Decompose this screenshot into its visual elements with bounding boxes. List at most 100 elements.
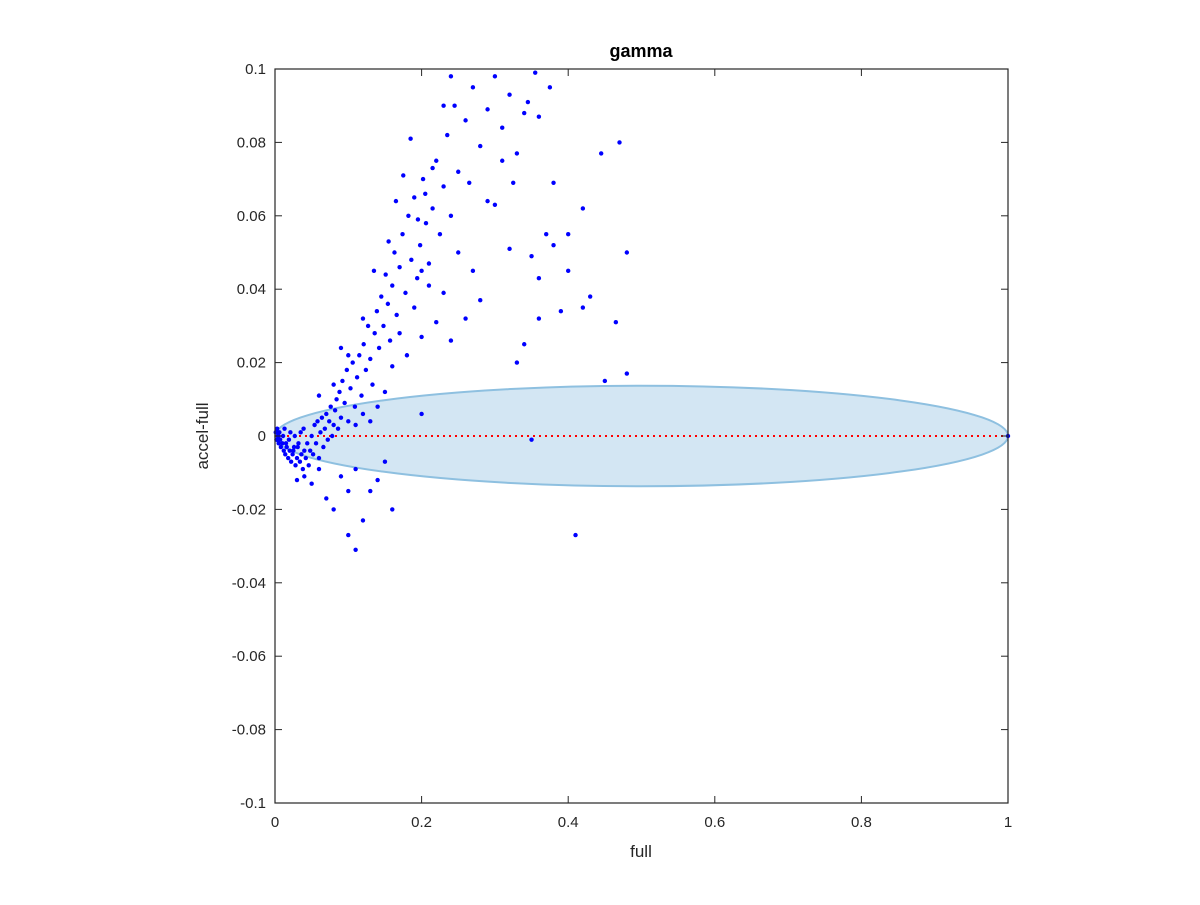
data-point xyxy=(346,488,351,494)
data-point xyxy=(529,437,534,442)
data-point xyxy=(500,125,505,130)
data-point xyxy=(274,426,280,431)
data-point xyxy=(394,312,399,318)
data-point xyxy=(316,466,322,472)
scatter-points-layer xyxy=(273,70,1011,552)
data-point xyxy=(294,455,300,461)
data-point xyxy=(544,231,549,237)
data-point xyxy=(340,378,345,384)
x-tick-label: 0.2 xyxy=(411,814,432,831)
labels-layer: gamma full accel-full xyxy=(193,41,674,861)
data-point xyxy=(434,158,439,163)
data-point xyxy=(441,184,446,189)
data-point xyxy=(375,404,380,409)
data-point xyxy=(368,419,373,424)
data-point xyxy=(312,422,317,428)
data-point xyxy=(346,353,351,358)
data-point xyxy=(287,448,292,453)
y-tick-label: -0.08 xyxy=(232,722,266,739)
data-point xyxy=(382,459,388,464)
data-point xyxy=(368,356,373,362)
data-point xyxy=(331,382,336,387)
data-point xyxy=(353,547,358,552)
data-point xyxy=(412,195,417,200)
data-point xyxy=(385,301,391,307)
data-point xyxy=(386,239,391,244)
data-point xyxy=(353,422,358,428)
data-point xyxy=(448,338,454,343)
data-point xyxy=(478,143,483,149)
data-point xyxy=(363,367,369,373)
data-point xyxy=(328,404,333,409)
data-point xyxy=(322,426,328,431)
data-point xyxy=(448,74,454,79)
y-tick-label: 0.02 xyxy=(237,355,266,372)
y-tick-label: 0.06 xyxy=(237,208,266,225)
data-point xyxy=(346,419,351,424)
data-point xyxy=(397,331,402,336)
data-point xyxy=(379,294,384,299)
data-point xyxy=(337,389,342,395)
data-point xyxy=(288,430,293,435)
data-point xyxy=(448,213,454,218)
x-tick-label: 1 xyxy=(1004,814,1012,831)
data-point xyxy=(338,415,344,420)
data-point xyxy=(566,268,571,274)
data-point xyxy=(456,169,461,174)
data-point xyxy=(283,452,288,457)
data-point xyxy=(514,360,520,365)
data-point xyxy=(467,180,472,185)
data-point xyxy=(292,433,297,439)
data-point xyxy=(507,246,512,252)
x-tick-label: 0.8 xyxy=(851,814,872,831)
data-point xyxy=(302,474,307,479)
data-point xyxy=(463,316,468,321)
data-point xyxy=(295,444,300,450)
data-point xyxy=(293,463,298,468)
data-point xyxy=(290,452,295,457)
data-point xyxy=(288,459,294,464)
data-point xyxy=(301,426,306,431)
data-point xyxy=(329,433,335,439)
data-point xyxy=(318,430,323,435)
data-point xyxy=(321,444,326,450)
y-tick-label: 0 xyxy=(258,428,266,445)
data-point xyxy=(387,338,393,343)
data-point xyxy=(417,242,423,248)
data-point xyxy=(382,389,388,395)
data-point xyxy=(426,261,432,266)
data-point xyxy=(284,444,289,450)
data-point xyxy=(342,400,347,406)
data-point xyxy=(525,99,531,105)
data-point xyxy=(316,393,322,398)
data-point xyxy=(580,305,586,310)
data-point xyxy=(344,367,350,373)
data-point xyxy=(383,272,388,277)
data-point xyxy=(374,309,380,314)
data-point xyxy=(300,466,306,472)
data-point xyxy=(353,466,358,472)
data-point xyxy=(280,441,285,446)
data-point xyxy=(283,441,289,446)
data-point xyxy=(415,217,421,222)
data-point xyxy=(299,452,304,457)
data-point xyxy=(352,404,358,409)
y-axis-label: accel-full xyxy=(193,402,212,469)
data-point xyxy=(430,165,435,171)
data-point xyxy=(437,231,443,237)
data-point xyxy=(361,342,366,347)
data-point xyxy=(492,202,498,207)
data-point xyxy=(452,103,457,108)
y-tick-label: 0.08 xyxy=(237,134,266,151)
data-point xyxy=(419,268,424,274)
data-point xyxy=(485,198,490,204)
data-point xyxy=(434,320,439,325)
data-point xyxy=(547,85,553,90)
data-point xyxy=(536,316,542,321)
data-point xyxy=(408,136,413,141)
y-tick-label: -0.04 xyxy=(232,575,266,592)
data-point xyxy=(514,151,520,156)
x-tick-label: 0.4 xyxy=(558,814,579,831)
data-point xyxy=(478,298,483,303)
data-point xyxy=(276,441,281,446)
